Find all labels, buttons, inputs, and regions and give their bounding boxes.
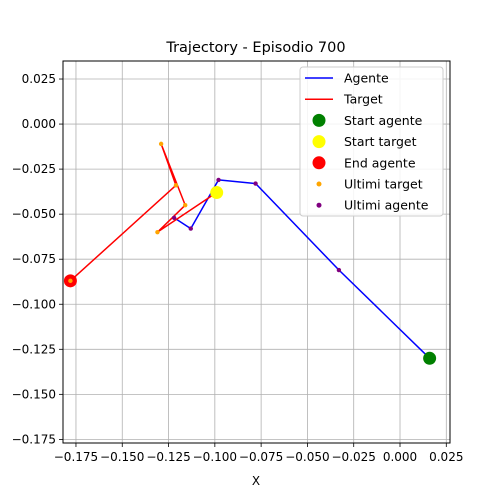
legend-handle-ultimi-agente (316, 202, 322, 208)
y-tick-label: −0.075 (12, 252, 56, 266)
legend-handle-end-agente (312, 156, 326, 170)
x-tick-label: −0.025 (332, 450, 376, 464)
series-line-agente (173, 179, 431, 359)
marker-ultimi-target (68, 278, 73, 284)
marker-ultimi-agente (188, 226, 193, 231)
x-tick-label: −0.100 (193, 450, 237, 464)
x-tick-label: −0.050 (285, 450, 329, 464)
legend-label-ultimi-agente: Ultimi agente (344, 198, 429, 213)
legend-label-start-agente: Start agente (344, 113, 423, 128)
legend-box (299, 66, 444, 217)
y-tick-label: −0.125 (12, 342, 56, 356)
x-tick-label: 0.025 (429, 450, 463, 464)
x-tick-label: 0.000 (383, 450, 417, 464)
y-tick-label: −0.050 (12, 207, 56, 221)
marker-start-target (210, 186, 224, 200)
y-tick-label: 0.025 (22, 72, 56, 86)
series-layer (63, 141, 437, 365)
y-tick-label: −0.100 (12, 297, 56, 311)
legend-label-start-target: Start target (344, 134, 417, 149)
series-line-target (69, 143, 218, 282)
x-tick-label: −0.075 (239, 450, 283, 464)
legend-label-end-agente: End agente (344, 155, 416, 170)
y-tick-label: −0.025 (12, 162, 56, 176)
legend-label-agente: Agente (344, 71, 389, 86)
marker-ultimi-agente (216, 177, 221, 183)
y-tick-label: −0.175 (12, 432, 56, 446)
legend-handle-ultimi-target (316, 181, 322, 187)
legend-handle-start-agente (312, 113, 326, 127)
tick-layer: −0.175 −0.150 −0.125 −0.100 −0.075 −0.050 −0.0… (12, 72, 464, 464)
marker-ultimi-target (183, 202, 188, 208)
x-tick-label: −0.125 (146, 450, 190, 464)
marker-ultimi-agente (336, 267, 342, 273)
legend-label-target: Target (343, 92, 383, 107)
legend: Agente Target Start agente Start target End … (299, 66, 444, 217)
x-axis-title: X (252, 474, 260, 488)
marker-ultimi-target (173, 183, 179, 188)
x-tick-label: −0.150 (100, 450, 144, 464)
chart-title: Trajectory - Episodio 700 (165, 40, 345, 56)
marker-ultimi-agente (253, 181, 258, 186)
legend-handle-start-target (312, 135, 326, 149)
plot-frame (62, 60, 451, 444)
y-tick-label: −0.150 (12, 387, 56, 401)
marker-ultimi-target (155, 229, 160, 235)
marker-ultimi-target (158, 141, 164, 147)
legend-label-ultimi-target: Ultimi target (344, 177, 423, 192)
marker-ultimi-agente (171, 215, 177, 220)
marker-start-agente (423, 351, 437, 365)
y-tick-label: 0.000 (22, 117, 56, 131)
x-tick-label: −0.175 (54, 450, 98, 464)
